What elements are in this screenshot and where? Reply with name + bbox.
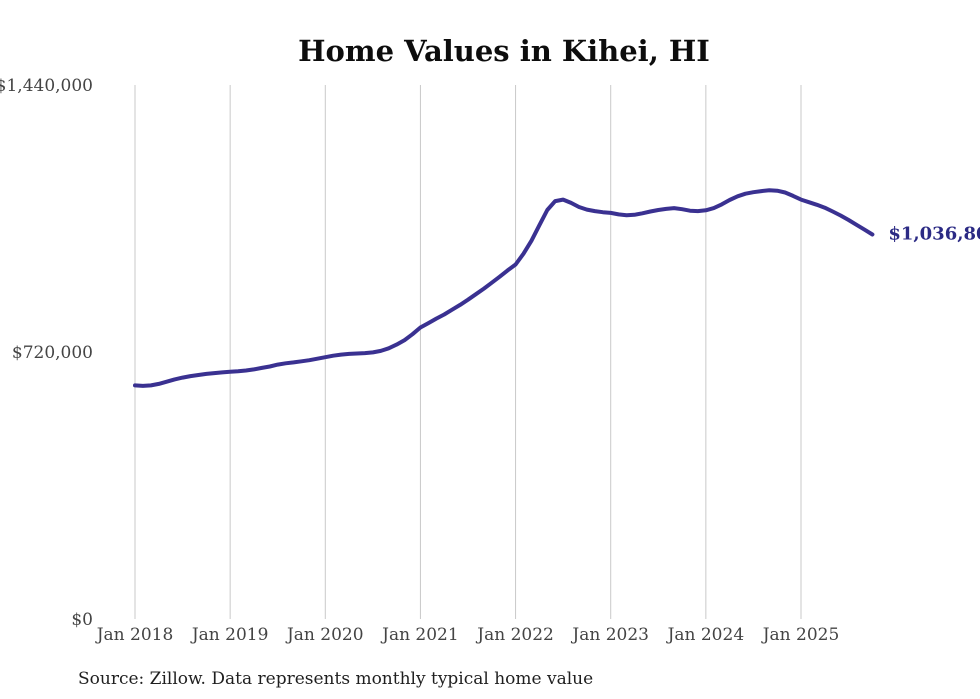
y-tick-label: $0 [71,610,93,630]
x-tick-label: Jan 2020 [285,625,364,645]
y-axis-tick-labels: $0 $720,000 $1,440,000 [0,76,93,630]
x-tick-label: Jan 2021 [380,625,459,645]
latest-value-label: $1,036,800 [888,224,980,245]
x-tick-label: Jan 2019 [190,625,269,645]
y-tick-label: $720,000 [12,343,93,363]
x-axis-tick-labels: Jan 2018 Jan 2019 Jan 2020 Jan 2021 Jan 2022… [95,625,840,645]
x-tick-label: Jan 2024 [666,625,745,645]
year-gridlines [134,85,802,619]
x-tick-label: Jan 2022 [475,625,554,645]
x-tick-label: Jan 2018 [95,625,174,645]
source-note: Source: Zillow. Data represents monthly … [78,669,593,689]
y-tick-label: $1,440,000 [0,76,93,96]
x-tick-label: Jan 2023 [570,625,649,645]
home-value-line-series [133,188,875,388]
chart-title: Home Values in Kihei, HI [298,34,710,68]
x-tick-label: Jan 2025 [761,625,840,645]
